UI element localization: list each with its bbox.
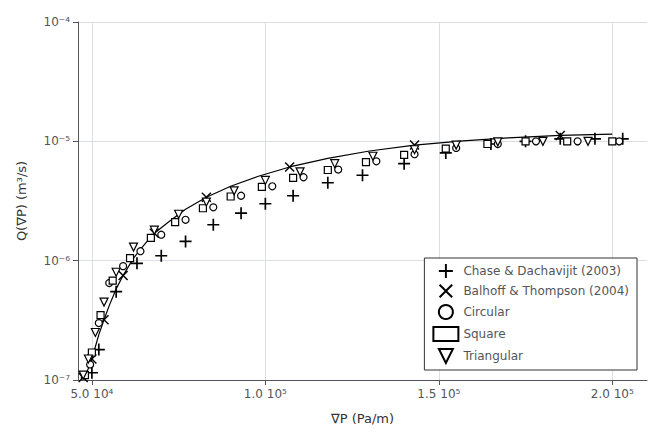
svg-text:10⁻⁷: 10⁻⁷ [44, 373, 71, 387]
svg-text:10⁻⁶: 10⁻⁶ [44, 254, 71, 268]
svg-text:10⁻⁴: 10⁻⁴ [44, 15, 71, 29]
svg-text:Balhoff & Thompson (2004): Balhoff & Thompson (2004) [463, 284, 629, 298]
svg-text:Q(∇P) (m³/s): Q(∇P) (m³/s) [14, 161, 29, 241]
svg-text:10⁻⁵: 10⁻⁵ [44, 134, 71, 148]
svg-text:Square: Square [463, 327, 505, 341]
svg-text:5.0 10⁴: 5.0 10⁴ [70, 387, 113, 401]
svg-text:Chase & Dachavijit (2003): Chase & Dachavijit (2003) [463, 264, 621, 278]
svg-text:Circular: Circular [463, 305, 509, 319]
svg-text:1.5 10⁵: 1.5 10⁵ [417, 387, 460, 401]
svg-text:2.0 10⁵: 2.0 10⁵ [591, 387, 634, 401]
svg-text:Triangular: Triangular [462, 349, 523, 363]
svg-text:∇P (Pa/m): ∇P (Pa/m) [330, 411, 394, 426]
svg-text:1.0 10⁵: 1.0 10⁵ [244, 387, 287, 401]
